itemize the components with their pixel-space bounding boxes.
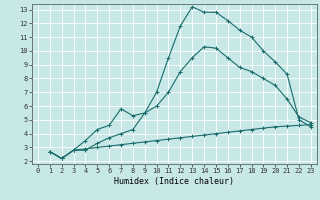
X-axis label: Humidex (Indice chaleur): Humidex (Indice chaleur) [115, 177, 234, 186]
